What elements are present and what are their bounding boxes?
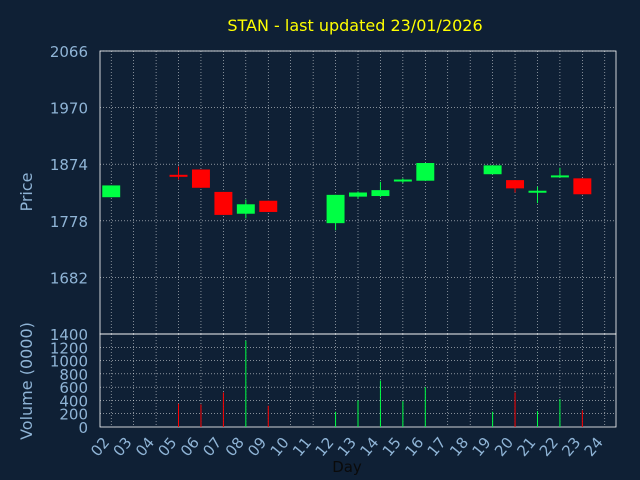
price-tick-label: 1682 (50, 269, 88, 287)
day-tick-label: 05 (154, 434, 180, 460)
candle-body (102, 185, 121, 198)
day-tick-label: 22 (536, 434, 562, 460)
candle-body (371, 190, 390, 197)
day-tick-label: 24 (581, 434, 607, 460)
volume-tick-label: 0 (78, 419, 88, 437)
candle-body (483, 165, 502, 175)
volume-tick-label: 200 (59, 406, 88, 424)
volume-axis-label: Volume (0000) (17, 322, 36, 440)
day-tick-label: 07 (199, 434, 225, 460)
candle-body (550, 175, 569, 178)
day-tick-label: 11 (289, 434, 315, 460)
day-tick-label: 02 (87, 434, 113, 460)
candle-body (236, 204, 255, 214)
volume-tick-label: 1200 (50, 339, 88, 357)
day-tick-label: 21 (513, 434, 539, 460)
price-tick-label: 2066 (50, 43, 88, 61)
candle-body (326, 194, 345, 224)
chart-title: STAN - last updated 23/01/2026 (227, 16, 482, 35)
day-tick-label: 13 (334, 434, 360, 460)
volume-tick-label: 1000 (50, 353, 88, 371)
day-tick-label: 20 (491, 434, 517, 460)
candle-body (393, 179, 412, 182)
candle-body (349, 192, 367, 197)
candle-body (528, 190, 547, 193)
candle-body (191, 169, 210, 188)
day-tick-label: 04 (132, 434, 158, 460)
day-tick-label: 18 (446, 434, 472, 460)
day-tick-label: 16 (401, 434, 427, 460)
day-tick-label: 08 (222, 434, 248, 460)
candle-body (416, 163, 435, 181)
day-tick-label: 06 (177, 434, 203, 460)
candle-body (259, 200, 278, 212)
price-panel: 2066 1970 1874 1778 1682 (50, 43, 617, 335)
volume-tick-label: 600 (59, 379, 88, 397)
price-tick-label: 1970 (50, 100, 88, 118)
candle-body (573, 178, 592, 195)
candle-body (169, 174, 188, 177)
x-axis-label: Day (332, 458, 362, 476)
day-tick-label: 19 (469, 434, 495, 460)
price-tick-label: 1778 (50, 213, 88, 231)
candle-body (214, 191, 233, 215)
day-tick-label: 23 (558, 434, 584, 460)
volume-tick-label: 800 (59, 366, 88, 384)
volume-tick-label: 400 (59, 392, 88, 410)
day-tick-label: 10 (267, 434, 293, 460)
day-tick-label: 17 (424, 434, 450, 460)
candle-body (506, 180, 525, 189)
volume-tick-label: 1400 (50, 326, 88, 344)
price-axis-label: Price (17, 172, 36, 211)
day-tick-label: 15 (379, 434, 405, 460)
day-tick-label: 09 (244, 434, 270, 460)
day-tick-label: 03 (110, 434, 136, 460)
day-tick-label: 14 (356, 434, 382, 460)
day-tick-label: 12 (311, 434, 337, 460)
price-tick-label: 1874 (50, 156, 88, 174)
